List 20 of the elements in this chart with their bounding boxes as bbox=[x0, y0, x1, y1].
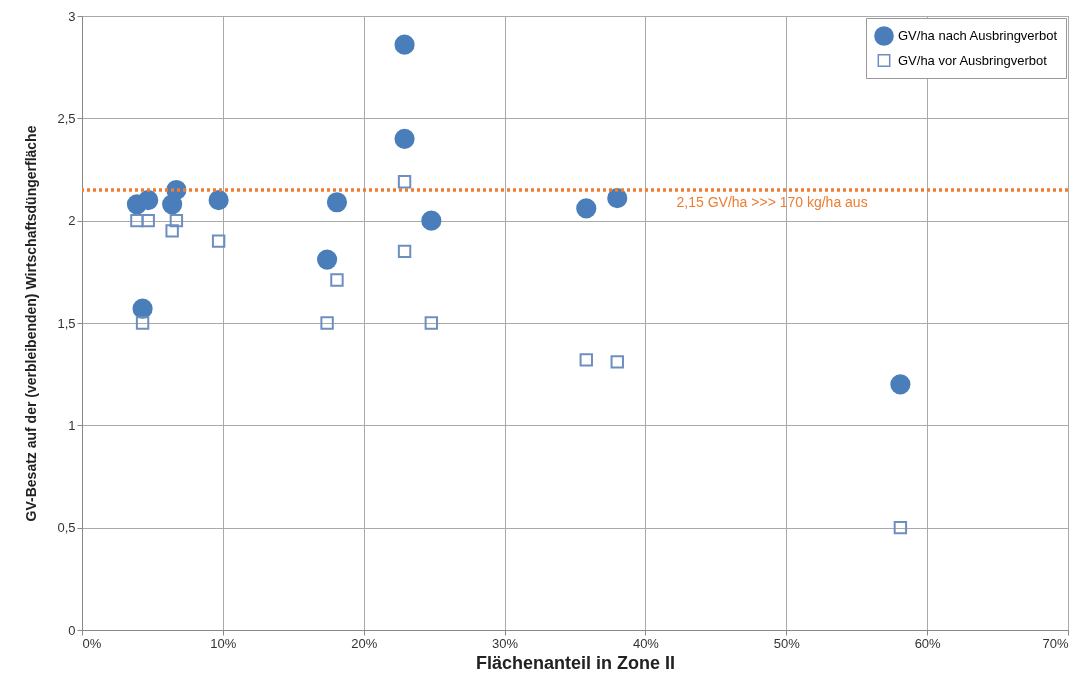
x-tick-label: 30% bbox=[492, 635, 519, 651]
y-tick-label: 0,5 bbox=[57, 520, 76, 536]
x-tick-label: 40% bbox=[632, 635, 660, 651]
y-tick-label: 2 bbox=[68, 213, 76, 229]
y-tick-label: 1 bbox=[68, 417, 76, 433]
ref-line-label: 2,15 GV/ha >>> 170 kg/ha aus bbox=[676, 193, 868, 210]
x-tick-label: 20% bbox=[351, 635, 378, 651]
x-axis-title: Flächenanteil in Zone II bbox=[475, 652, 676, 673]
legend-label: GV/ha nach Ausbringverbot bbox=[898, 28, 1058, 43]
y-tick-label: 3 bbox=[68, 8, 76, 24]
y-axis-title: GV-Besatz auf der (verbleibenden) Wirtschaftsdüngerfläche bbox=[23, 125, 40, 522]
x-tick-label: 70% bbox=[1042, 635, 1069, 651]
x-tick-label: 0% bbox=[82, 635, 102, 651]
y-tick-label: 2,5 bbox=[57, 110, 76, 126]
x-tick-label: 60% bbox=[914, 635, 942, 651]
x-tick-label: 50% bbox=[773, 635, 801, 651]
x-tick-label: 10% bbox=[210, 635, 237, 651]
y-tick-label: 1,5 bbox=[57, 315, 76, 331]
legend-label: GV/ha vor Ausbringverbot bbox=[898, 52, 1048, 68]
y-tick-label: 0 bbox=[68, 622, 76, 638]
